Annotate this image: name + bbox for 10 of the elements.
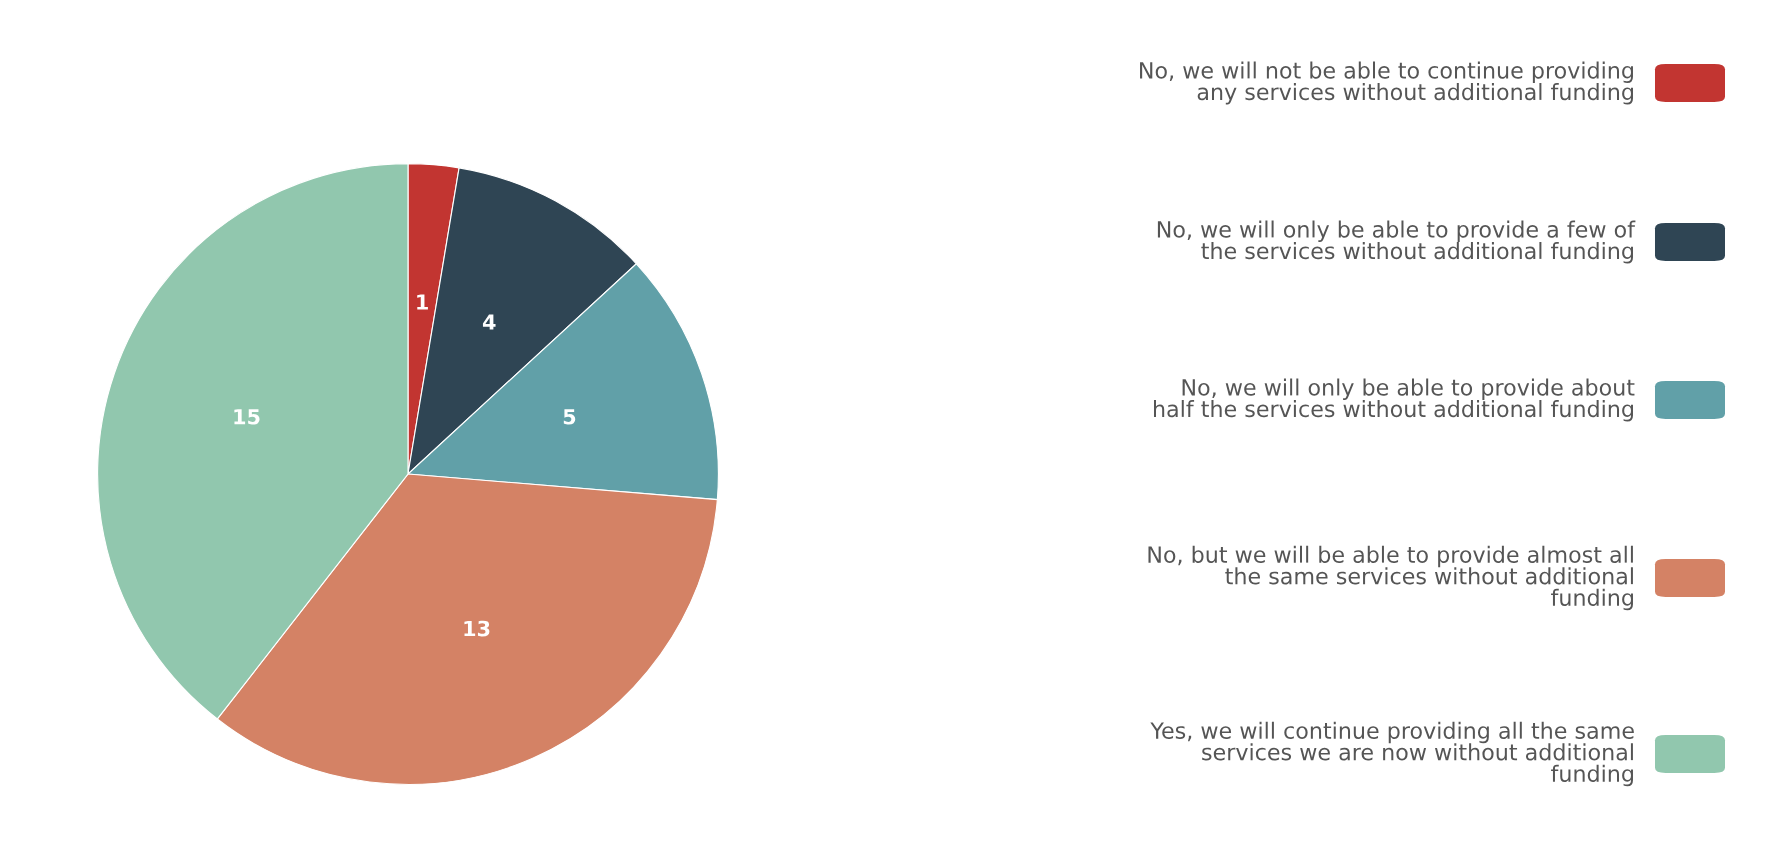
data-label: 4 — [482, 314, 496, 330]
data-label: 13 — [464, 620, 490, 637]
legend-label: No, we will only be able to provide about half the services without additional funding — [1154, 378, 1635, 422]
legend-label: Yes, we will continue providing all the same services we are now without additional funding — [1150, 721, 1634, 787]
legend-label: No, we will not be able to continue providing any services without additional funding — [1140, 61, 1633, 105]
data-label: 1 — [417, 294, 428, 310]
legend-label: No, we will only be able to provide a few of the services without additional funding — [1157, 220, 1636, 264]
data-label: 15 — [234, 409, 260, 425]
data-label: 5 — [563, 409, 576, 425]
legend-label: No, but we will be able to provide almost all the same services without additional funding — [1148, 545, 1633, 611]
